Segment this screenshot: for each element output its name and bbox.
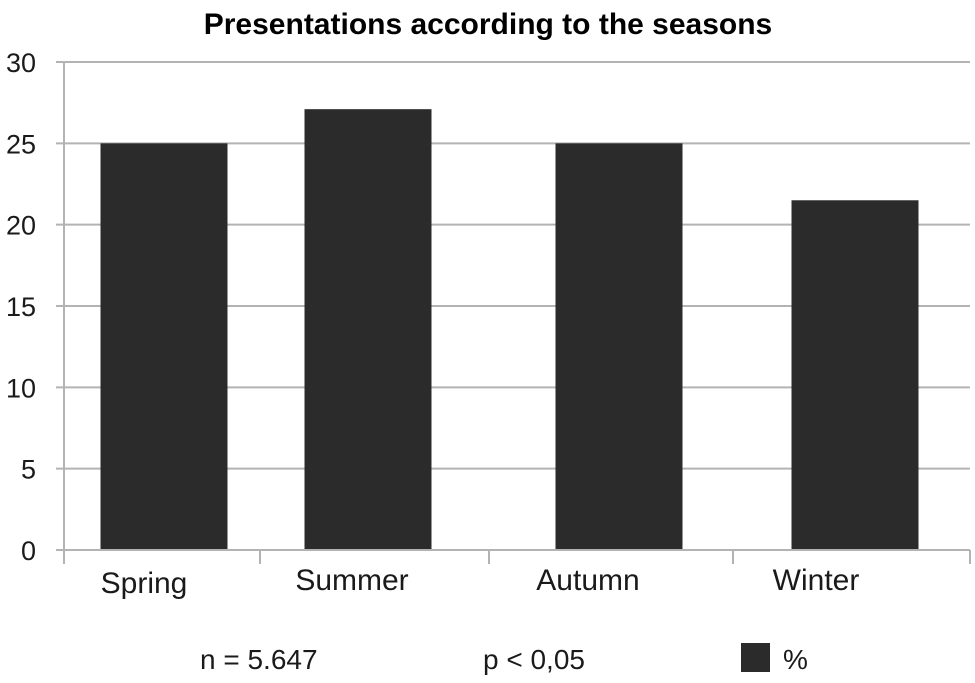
y-tick-label: 20 — [6, 211, 36, 241]
bar-summer — [304, 109, 432, 550]
chart-title: Presentations according to the seasons — [204, 8, 773, 41]
legend: % — [741, 643, 808, 675]
bar-spring — [100, 143, 228, 551]
legend-swatch — [741, 643, 770, 672]
axes — [56, 62, 971, 564]
y-tick-label: 15 — [6, 292, 36, 322]
bar-winter — [791, 200, 919, 550]
x-tick-label: Summer — [295, 564, 408, 597]
x-axis-labels: Spring Summer Autumn Winter — [101, 564, 860, 600]
bar-autumn — [555, 143, 683, 551]
legend-label: % — [783, 644, 808, 675]
x-tick-label: Spring — [101, 567, 188, 600]
y-tick-label: 5 — [21, 455, 36, 485]
y-tick-label: 0 — [21, 536, 36, 566]
p-value-note: p < 0,05 — [483, 644, 585, 675]
y-tick-label: 10 — [6, 373, 36, 403]
y-axis-ticks: 0 5 10 15 20 25 30 — [6, 48, 36, 566]
x-tick-label: Autumn — [536, 564, 639, 597]
sample-size-note: n = 5.647 — [200, 644, 318, 675]
x-tick-label: Winter — [773, 564, 860, 597]
y-tick-label: 30 — [6, 48, 36, 78]
y-tick-label: 25 — [6, 129, 36, 159]
bars — [100, 109, 919, 551]
